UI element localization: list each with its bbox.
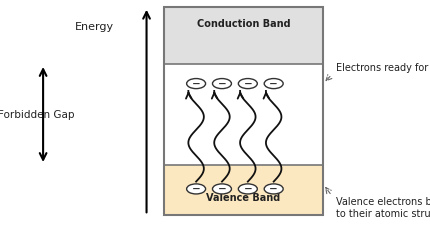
Circle shape: [238, 79, 257, 89]
Text: −: −: [191, 79, 200, 89]
Text: −: −: [269, 79, 277, 89]
Circle shape: [264, 79, 283, 89]
Text: Valence Band: Valence Band: [206, 193, 280, 203]
Circle shape: [186, 79, 205, 89]
Bar: [163, 7, 322, 64]
Bar: [163, 165, 322, 215]
Text: Valence electrons bound
to their atomic structure: Valence electrons bound to their atomic …: [335, 197, 430, 218]
Text: −: −: [243, 184, 252, 194]
Circle shape: [264, 184, 283, 194]
Text: −: −: [217, 184, 226, 194]
Text: −: −: [191, 184, 200, 194]
Circle shape: [238, 184, 257, 194]
Text: Forbidden Gap: Forbidden Gap: [0, 109, 75, 120]
Bar: [163, 64, 322, 165]
Text: Conduction Band: Conduction Band: [196, 19, 290, 29]
Circle shape: [186, 184, 205, 194]
Text: −: −: [243, 79, 252, 89]
Text: −: −: [269, 184, 277, 194]
Text: Energy: Energy: [75, 22, 114, 33]
Circle shape: [212, 79, 231, 89]
Text: Electrons ready for conduction: Electrons ready for conduction: [335, 63, 430, 73]
Circle shape: [212, 184, 231, 194]
Text: −: −: [217, 79, 226, 89]
Bar: [163, 7, 322, 215]
